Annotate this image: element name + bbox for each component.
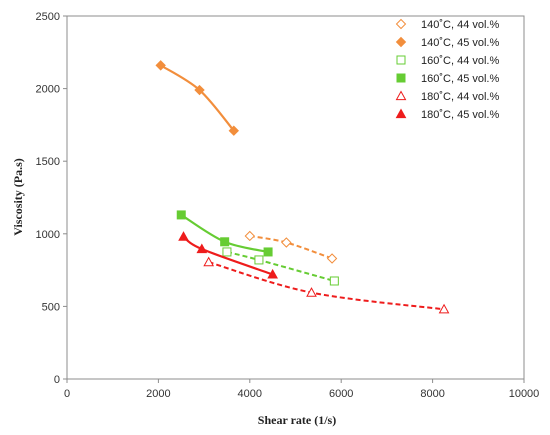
x-tick-label: 0 — [64, 388, 70, 400]
legend-label: 160˚C, 45 vol.% — [421, 73, 499, 85]
x-tick-label: 2000 — [146, 388, 170, 400]
legend-marker — [395, 18, 407, 30]
y-tick-label: 2000 — [36, 84, 60, 96]
y-tick-label: 1000 — [36, 229, 60, 241]
legend-item: 140˚C, 44 vol.% — [395, 18, 499, 31]
x-tick-label: 10000 — [509, 388, 540, 400]
legend-item: 180˚C, 45 vol.% — [395, 108, 499, 121]
legend-label: 180˚C, 45 vol.% — [421, 109, 499, 121]
series-layer — [155, 60, 450, 314]
data-point — [306, 287, 317, 297]
data-point — [203, 256, 215, 267]
data-point — [326, 253, 338, 264]
data-point — [263, 247, 273, 257]
legend-item: 180˚C, 44 vol.% — [395, 90, 499, 103]
legend-label: 160˚C, 44 vol.% — [421, 55, 499, 67]
data-point — [329, 276, 339, 286]
legend-marker — [395, 36, 407, 48]
x-axis: 0 2000 4000 6000 8000 10000 — [64, 379, 539, 400]
series-2 — [155, 60, 240, 136]
data-point — [228, 125, 240, 136]
x-tick-label: 8000 — [420, 388, 444, 400]
legend-label: 140˚C, 44 vol.% — [421, 19, 499, 31]
x-tick-label: 4000 — [238, 388, 262, 400]
data-point — [155, 60, 166, 71]
data-point — [254, 255, 264, 265]
series-1 — [244, 230, 338, 264]
legend-item: 160˚C, 44 vol.% — [396, 55, 499, 67]
data-point — [178, 231, 189, 241]
series-3 — [222, 247, 339, 286]
series-6 — [178, 231, 278, 279]
data-point — [281, 237, 292, 248]
data-point — [196, 243, 208, 254]
legend-marker — [395, 90, 407, 101]
y-tick-label: 0 — [54, 374, 60, 386]
y-axis-title: Viscosity (Pa.s) — [11, 158, 25, 236]
series-5 — [203, 256, 450, 314]
legend-item: 160˚C, 45 vol.% — [396, 73, 499, 85]
x-tick-label: 6000 — [329, 388, 353, 400]
plot-area — [66, 15, 525, 380]
series-line — [249, 234, 333, 260]
series-line — [208, 261, 445, 311]
legend-marker — [395, 108, 407, 119]
legend-item: 140˚C, 45 vol.% — [395, 36, 499, 49]
data-point — [220, 237, 230, 247]
data-point — [176, 210, 186, 220]
plot-border — [66, 15, 525, 380]
data-point — [194, 84, 205, 96]
series-line — [226, 250, 335, 282]
series-line — [160, 64, 235, 132]
legend-label: 180˚C, 44 vol.% — [421, 91, 499, 103]
series-4 — [176, 210, 273, 257]
y-tick-label: 2500 — [36, 11, 60, 23]
legend-marker — [396, 55, 406, 65]
y-axis: 0 500 1000 1500 2000 2500 — [36, 11, 67, 386]
data-point — [222, 247, 232, 257]
y-tick-label: 500 — [42, 301, 60, 313]
legend: 140˚C, 44 vol.% 140˚C, 45 vol.% 160˚C, 44 … — [395, 18, 499, 121]
legend-label: 140˚C, 45 vol.% — [421, 37, 499, 49]
legend-marker — [396, 73, 406, 83]
data-point — [438, 303, 450, 314]
data-point — [267, 268, 278, 279]
x-axis-title: Shear rate (1/s) — [258, 413, 336, 427]
data-point — [244, 230, 256, 242]
y-tick-label: 1500 — [36, 156, 60, 168]
